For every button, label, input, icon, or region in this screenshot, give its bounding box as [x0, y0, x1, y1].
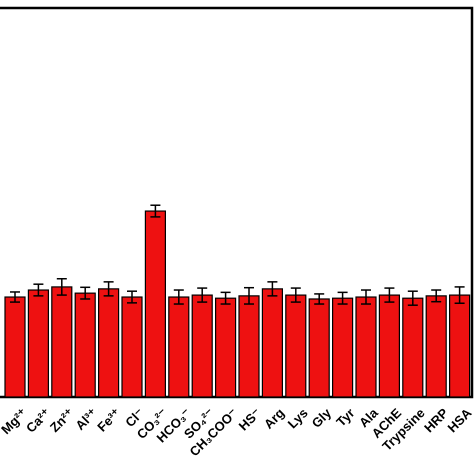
- bar: [97, 288, 120, 398]
- bar: [355, 296, 377, 398]
- bar: [285, 294, 307, 398]
- x-tick-label: Lys: [285, 405, 311, 431]
- bar: [238, 295, 260, 398]
- bar: [191, 294, 213, 398]
- bar: [51, 286, 73, 398]
- bar: [308, 298, 330, 398]
- bar: [27, 289, 49, 398]
- bar: [261, 288, 283, 398]
- x-tick-label: Fe³⁺: [94, 405, 123, 434]
- bar: [168, 296, 190, 398]
- bar: [144, 210, 166, 398]
- x-tick-label: Al³⁺: [72, 405, 100, 433]
- bar: [402, 297, 424, 398]
- x-tick-label: Zn²⁺: [47, 405, 77, 435]
- bar: [215, 297, 237, 398]
- bar: [4, 296, 26, 398]
- x-tick-label: Tyr: [333, 405, 357, 429]
- x-tick-label: Ca²⁺: [23, 405, 53, 435]
- bar: [332, 297, 354, 398]
- bar: [449, 294, 471, 398]
- bar: [425, 295, 447, 398]
- bar: [121, 296, 143, 398]
- x-tick-label: HRP: [421, 405, 451, 435]
- x-tick-label: HSA: [444, 405, 474, 435]
- x-tick-label: HS⁻: [236, 405, 264, 433]
- bar: [378, 294, 400, 398]
- x-tick-label: Arg: [261, 405, 287, 431]
- bar: [74, 292, 96, 398]
- x-tick-label: Gly: [309, 405, 335, 431]
